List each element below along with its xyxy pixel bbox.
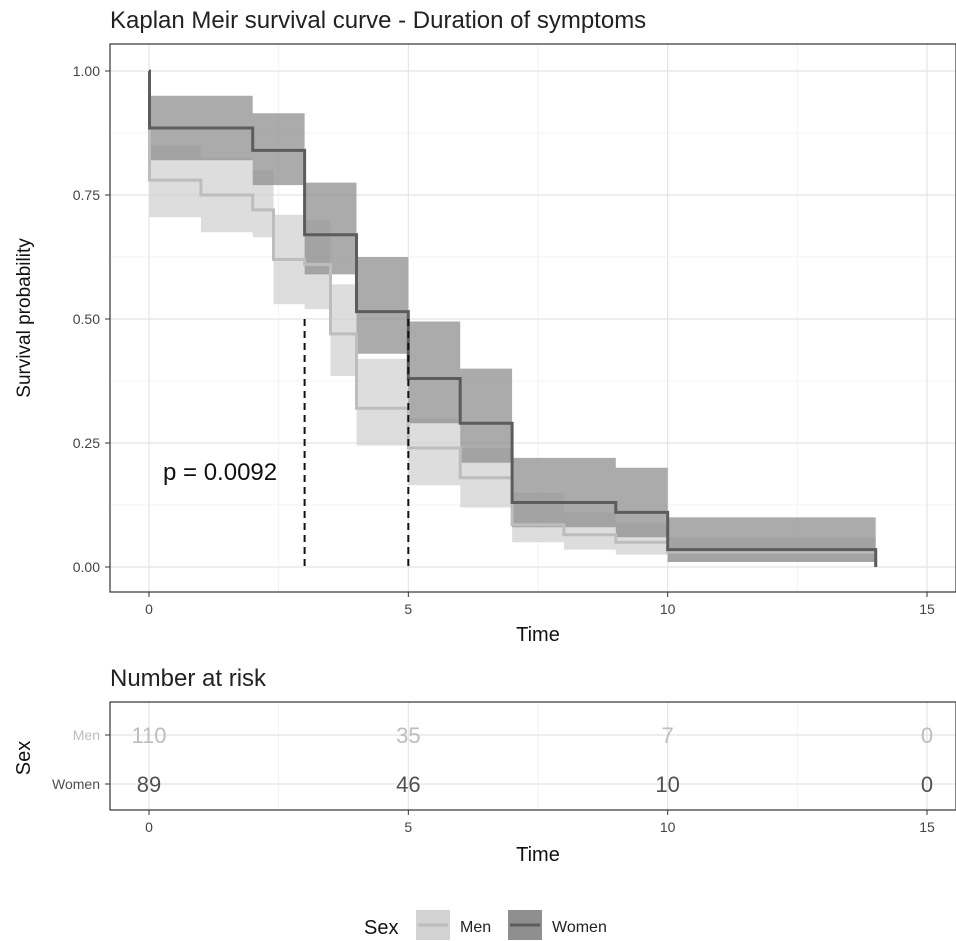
legend-label-men: Men xyxy=(460,919,491,936)
risk-cell-women: 0 xyxy=(921,772,933,797)
main-plot-panel xyxy=(109,43,956,593)
x-tick-label: 15 xyxy=(919,601,935,617)
x-tick-label: 0 xyxy=(145,601,153,617)
risk-table-panel xyxy=(109,701,956,811)
legend-label-women: Women xyxy=(552,919,607,936)
risk-table-cells: 110 35 7 0 89 46 10 0 xyxy=(131,723,933,797)
risk-cell-men: 110 xyxy=(131,723,166,748)
confidence-bands xyxy=(149,71,876,567)
risk-x-axis-ticks: 0 5 10 15 xyxy=(145,810,935,835)
risk-cell-women: 89 xyxy=(137,772,161,797)
risk-x-tick-label: 10 xyxy=(660,819,676,835)
risk-cell-women: 10 xyxy=(655,772,679,797)
risk-table-row-labels: Men Women xyxy=(52,727,110,792)
survival-curve-women xyxy=(148,69,878,567)
y-axis-label: Survival probability xyxy=(14,238,35,398)
legend-title: Sex xyxy=(364,917,398,939)
risk-cell-men: 7 xyxy=(662,723,674,748)
risk-table-grid xyxy=(110,702,956,810)
x-tick-label: 10 xyxy=(660,601,676,617)
median-lines xyxy=(303,319,410,567)
risk-cell-men: 0 xyxy=(921,723,933,748)
risk-x-tick-label: 0 xyxy=(145,819,153,835)
y-tick-label: 0.75 xyxy=(73,187,100,203)
x-axis-label: Time xyxy=(516,624,560,646)
risk-cell-women: 46 xyxy=(396,772,420,797)
y-tick-label: 0.50 xyxy=(73,311,100,327)
p-value-annotation: p = 0.0092 xyxy=(163,459,277,486)
risk-x-tick-label: 5 xyxy=(404,819,412,835)
y-tick-label: 0.00 xyxy=(73,559,100,575)
risk-x-axis-label: Time xyxy=(516,844,560,866)
risk-cell-men: 35 xyxy=(396,723,420,748)
y-tick-label: 0.25 xyxy=(73,435,100,451)
legend: Sex Men Women xyxy=(364,910,607,940)
risk-y-axis-label: Sex xyxy=(13,741,35,775)
survival-curves xyxy=(148,69,878,567)
survival-curve-men xyxy=(148,69,878,567)
risk-x-tick-label: 15 xyxy=(919,819,935,835)
confidence-band-women xyxy=(149,71,876,567)
risk-table-title: Number at risk xyxy=(110,665,267,692)
chart-title: Kaplan Meir survival curve - Duration of… xyxy=(110,7,646,34)
x-axis-ticks: 0 5 10 15 xyxy=(145,592,935,617)
risk-row-label-women: Women xyxy=(52,776,100,792)
x-tick-label: 5 xyxy=(404,601,412,617)
risk-row-label-men: Men xyxy=(73,727,100,743)
y-tick-label: 1.00 xyxy=(73,63,100,79)
y-axis-ticks: 0.00 0.25 0.50 0.75 1.00 xyxy=(73,63,110,575)
